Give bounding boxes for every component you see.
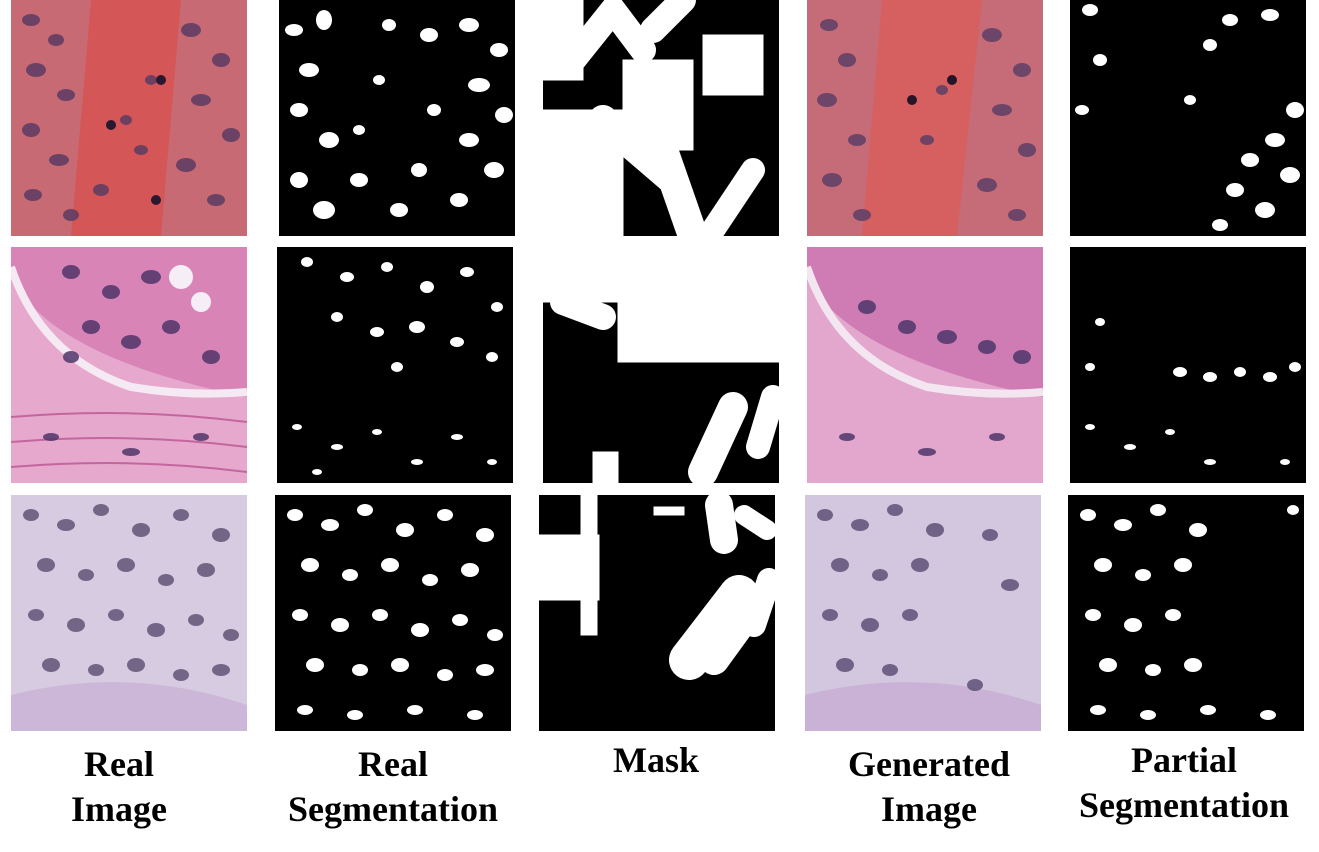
mask-row2 xyxy=(543,247,779,483)
generated-image-row3 xyxy=(805,495,1041,731)
real-segmentation-row3 xyxy=(275,495,511,731)
caption-real-image-line1: Real xyxy=(84,744,154,784)
partial-segmentation-row3 xyxy=(1068,495,1304,731)
caption-generated-image-line1: Generated xyxy=(848,744,1010,784)
real-image-row1 xyxy=(11,0,247,236)
caption-mask: Mask xyxy=(526,738,786,783)
generated-image-row1 xyxy=(807,0,1043,236)
generated-image-row2 xyxy=(807,247,1043,483)
partial-segmentation-row1 xyxy=(1070,0,1306,236)
caption-generated-image-line2: Image xyxy=(881,789,977,829)
real-image-row2 xyxy=(11,247,247,483)
caption-generated-image: Generated Image xyxy=(799,742,1059,832)
caption-real-segmentation-line2: Segmentation xyxy=(288,789,498,829)
real-segmentation-row2 xyxy=(277,247,513,483)
partial-segmentation-row2 xyxy=(1070,247,1306,483)
caption-real-image: Real Image xyxy=(0,742,249,832)
caption-real-segmentation: Real Segmentation xyxy=(263,742,523,832)
real-segmentation-row1 xyxy=(279,0,515,236)
caption-partial-segmentation: Partial Segmentation xyxy=(1054,738,1314,828)
real-image-row3 xyxy=(11,495,247,731)
mask-row3 xyxy=(539,495,775,731)
caption-real-image-line2: Image xyxy=(71,789,167,829)
caption-real-segmentation-line1: Real xyxy=(358,744,428,784)
caption-mask-line1: Mask xyxy=(612,740,699,780)
caption-partial-segmentation-line2: Segmentation xyxy=(1079,785,1289,825)
mask-row1 xyxy=(543,0,779,236)
caption-partial-segmentation-line1: Partial xyxy=(1131,740,1237,780)
